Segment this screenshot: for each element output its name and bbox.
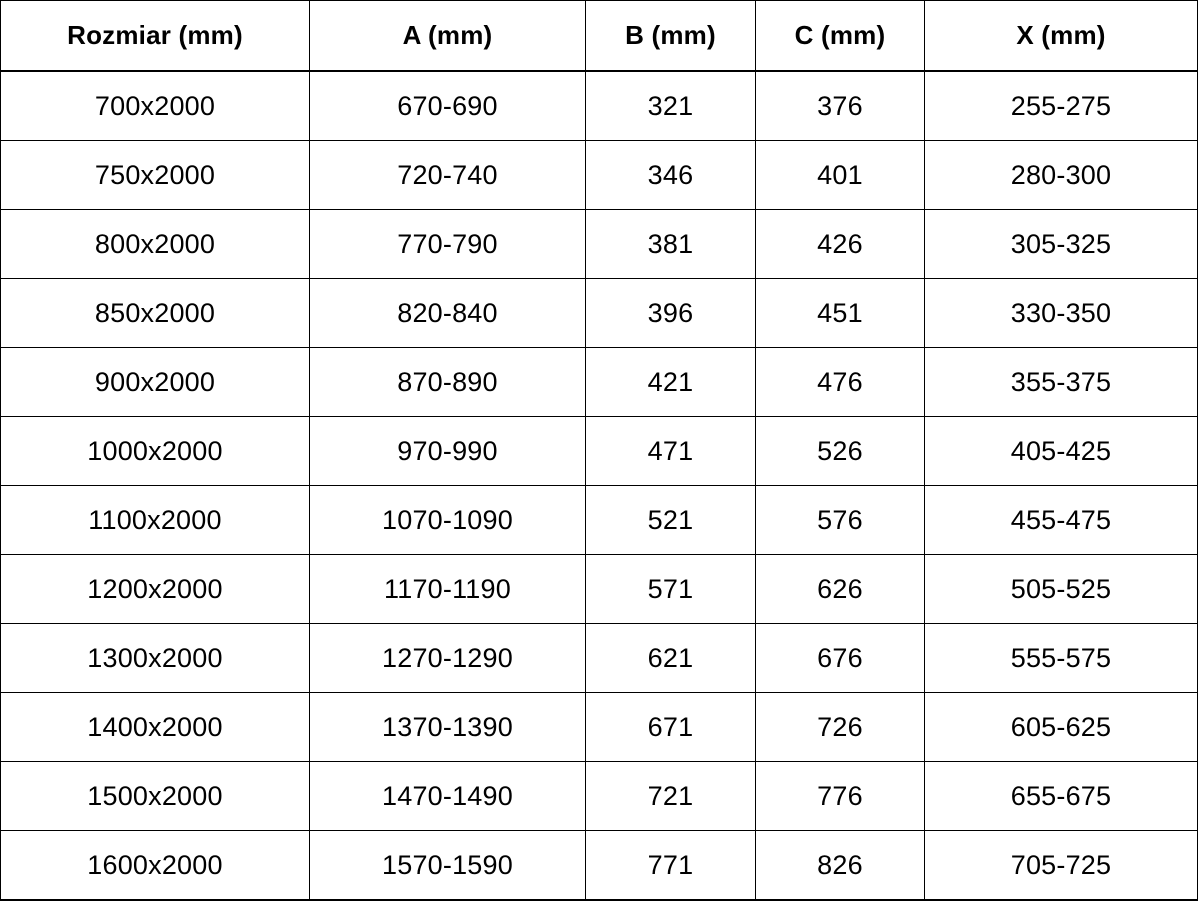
cell-a: 670-690 <box>309 70 586 141</box>
cell-a: 1270-1290 <box>309 623 586 693</box>
table-row: 1500x2000 1470-1490 721 776 655-675 <box>0 761 1198 831</box>
cell-a: 820-840 <box>309 278 586 348</box>
cell-a: 1570-1590 <box>309 830 586 901</box>
cell-size: 1200x2000 <box>0 554 310 624</box>
cell-a: 1170-1190 <box>309 554 586 624</box>
cell-size: 900x2000 <box>0 347 310 417</box>
table-row: 800x2000 770-790 381 426 305-325 <box>0 209 1198 279</box>
cell-size: 750x2000 <box>0 140 310 210</box>
column-header-a: A (mm) <box>309 0 586 72</box>
cell-b: 471 <box>585 416 756 486</box>
cell-c: 401 <box>755 140 925 210</box>
table-header-row: Rozmiar (mm) A (mm) B (mm) C (mm) X (mm) <box>0 0 1198 72</box>
cell-b: 346 <box>585 140 756 210</box>
cell-x: 505-525 <box>924 554 1198 624</box>
cell-x: 280-300 <box>924 140 1198 210</box>
cell-size: 700x2000 <box>0 70 310 141</box>
cell-a: 1470-1490 <box>309 761 586 831</box>
table-body: 700x2000 670-690 321 376 255-275 750x2000 720-… <box>0 70 1198 901</box>
cell-size: 1100x2000 <box>0 485 310 555</box>
cell-size: 1500x2000 <box>0 761 310 831</box>
table-row: 1400x2000 1370-1390 671 726 605-625 <box>0 692 1198 762</box>
cell-b: 396 <box>585 278 756 348</box>
cell-c: 426 <box>755 209 925 279</box>
cell-c: 626 <box>755 554 925 624</box>
column-header-c: C (mm) <box>755 0 925 72</box>
cell-b: 521 <box>585 485 756 555</box>
column-header-x: X (mm) <box>924 0 1198 72</box>
cell-a: 970-990 <box>309 416 586 486</box>
table-row: 850x2000 820-840 396 451 330-350 <box>0 278 1198 348</box>
table-row: 900x2000 870-890 421 476 355-375 <box>0 347 1198 417</box>
cell-b: 571 <box>585 554 756 624</box>
cell-c: 451 <box>755 278 925 348</box>
cell-b: 721 <box>585 761 756 831</box>
cell-size: 1400x2000 <box>0 692 310 762</box>
cell-c: 526 <box>755 416 925 486</box>
table-row: 1100x2000 1070-1090 521 576 455-475 <box>0 485 1198 555</box>
cell-c: 376 <box>755 70 925 141</box>
cell-size: 1600x2000 <box>0 830 310 901</box>
cell-x: 705-725 <box>924 830 1198 901</box>
cell-c: 476 <box>755 347 925 417</box>
cell-x: 255-275 <box>924 70 1198 141</box>
cell-a: 870-890 <box>309 347 586 417</box>
cell-x: 330-350 <box>924 278 1198 348</box>
cell-b: 381 <box>585 209 756 279</box>
cell-size: 1000x2000 <box>0 416 310 486</box>
cell-x: 405-425 <box>924 416 1198 486</box>
cell-b: 771 <box>585 830 756 901</box>
cell-size: 1300x2000 <box>0 623 310 693</box>
cell-b: 421 <box>585 347 756 417</box>
cell-a: 770-790 <box>309 209 586 279</box>
cell-size: 850x2000 <box>0 278 310 348</box>
cell-a: 1070-1090 <box>309 485 586 555</box>
cell-x: 455-475 <box>924 485 1198 555</box>
table-row: 1200x2000 1170-1190 571 626 505-525 <box>0 554 1198 624</box>
cell-x: 555-575 <box>924 623 1198 693</box>
table-row: 1600x2000 1570-1590 771 826 705-725 <box>0 830 1198 901</box>
table-header: Rozmiar (mm) A (mm) B (mm) C (mm) X (mm) <box>0 0 1198 72</box>
table-row: 1300x2000 1270-1290 621 676 555-575 <box>0 623 1198 693</box>
table-row: 1000x2000 970-990 471 526 405-425 <box>0 416 1198 486</box>
cell-c: 776 <box>755 761 925 831</box>
cell-b: 321 <box>585 70 756 141</box>
cell-c: 676 <box>755 623 925 693</box>
cell-c: 726 <box>755 692 925 762</box>
table-row: 750x2000 720-740 346 401 280-300 <box>0 140 1198 210</box>
cell-b: 671 <box>585 692 756 762</box>
cell-x: 355-375 <box>924 347 1198 417</box>
cell-size: 800x2000 <box>0 209 310 279</box>
cell-x: 655-675 <box>924 761 1198 831</box>
cell-x: 305-325 <box>924 209 1198 279</box>
column-header-b: B (mm) <box>585 0 756 72</box>
cell-c: 826 <box>755 830 925 901</box>
cell-x: 605-625 <box>924 692 1198 762</box>
cell-a: 1370-1390 <box>309 692 586 762</box>
cell-a: 720-740 <box>309 140 586 210</box>
column-header-size: Rozmiar (mm) <box>0 0 310 72</box>
cell-b: 621 <box>585 623 756 693</box>
cell-c: 576 <box>755 485 925 555</box>
table-row: 700x2000 670-690 321 376 255-275 <box>0 70 1198 141</box>
